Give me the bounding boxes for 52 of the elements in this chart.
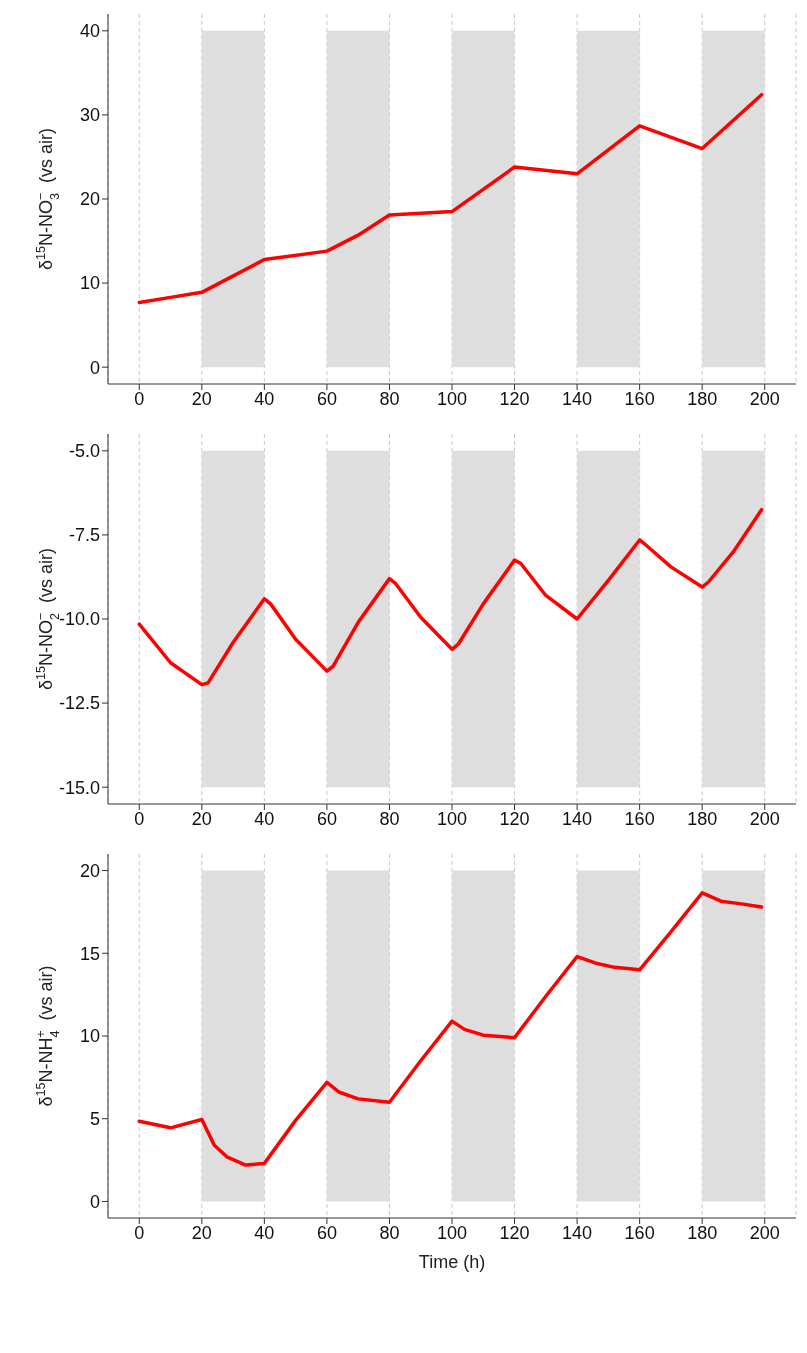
x-tick-label: 20 [191, 388, 212, 409]
x-tick-label: 0 [134, 388, 145, 409]
x-tick-label: 40 [254, 388, 275, 409]
x-tick-label: 80 [379, 808, 400, 829]
y-tick-label: 0 [89, 1191, 100, 1212]
y-tick-label: 10 [79, 1026, 100, 1047]
x-tick-label: 40 [254, 1222, 275, 1243]
x-tick-label: 160 [624, 388, 655, 409]
y-tick-label: -5.0 [68, 441, 100, 462]
y-tick-label: 5 [89, 1109, 100, 1130]
x-tick-label: 180 [687, 1222, 718, 1243]
x-tick-label: 100 [436, 808, 468, 829]
x-tick-label: 200 [749, 808, 780, 829]
x-tick-label: 120 [499, 808, 530, 829]
line-series [137, 507, 764, 687]
y-tick-label: 20 [79, 189, 100, 210]
x-tick-label: 200 [749, 1222, 780, 1243]
y-tick-label: 20 [79, 860, 100, 881]
y-tick-label: -7.5 [68, 525, 100, 546]
x-tick-label: 120 [499, 1222, 530, 1243]
x-axis-title: Time (h) [418, 1252, 486, 1272]
x-tick-label: 60 [316, 388, 337, 409]
x-tick-label: 0 [134, 1222, 145, 1243]
x-tick-label: 40 [254, 808, 275, 829]
x-tick-label: 120 [499, 388, 530, 409]
x-tick-label: 160 [624, 808, 655, 829]
line-series [137, 92, 764, 305]
y-tick-label: -15.0 [58, 777, 100, 798]
y-tick-label: 0 [89, 357, 100, 378]
x-tick-label: 180 [687, 808, 718, 829]
x-tick-label: 100 [436, 388, 468, 409]
y-tick-label: -10.0 [58, 609, 100, 630]
x-tick-label: 160 [624, 1222, 655, 1243]
x-tick-label: 20 [191, 808, 212, 829]
x-tick-label: 180 [687, 388, 718, 409]
x-tick-label: 140 [562, 388, 593, 409]
y-tick-label: 40 [79, 21, 100, 42]
line-series [137, 891, 764, 1167]
x-tick-label: 60 [316, 808, 337, 829]
y-tick-label: 10 [79, 273, 100, 294]
x-tick-label: 140 [562, 1222, 593, 1243]
x-tick-label: 60 [316, 1222, 337, 1243]
x-tick-label: 100 [436, 1222, 468, 1243]
x-tick-label: 20 [191, 1222, 212, 1243]
y-tick-label: -12.5 [58, 693, 100, 714]
y-tick-label: 15 [79, 943, 100, 964]
x-tick-label: 200 [749, 388, 780, 409]
x-tick-label: 80 [379, 388, 400, 409]
x-tick-label: 0 [134, 808, 145, 829]
x-tick-label: 140 [562, 808, 593, 829]
y-tick-label: 30 [79, 105, 100, 126]
x-tick-label: 80 [379, 1222, 400, 1243]
